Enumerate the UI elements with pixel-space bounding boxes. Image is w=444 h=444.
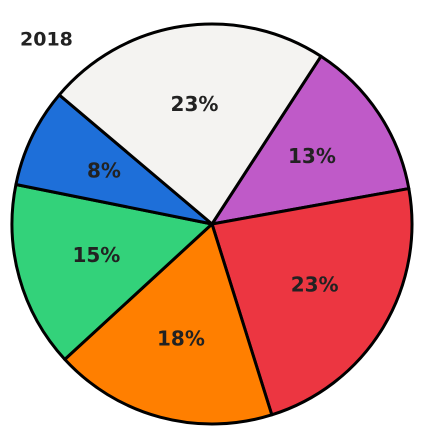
- pie-slice: [10, 182, 214, 361]
- slice-label: 18%: [157, 326, 205, 350]
- slice-label: 23%: [291, 273, 339, 297]
- chart-title: 2018: [20, 29, 73, 51]
- pie-slice: [210, 187, 414, 417]
- slice-label: 8%: [87, 158, 121, 182]
- pie-slice: [57, 22, 323, 226]
- pie-slice: [210, 54, 411, 226]
- slice-label: 13%: [288, 144, 336, 168]
- slice-label: 23%: [171, 92, 219, 116]
- pie-slice: [14, 93, 214, 226]
- slice-label: 15%: [72, 243, 120, 267]
- pie-slice: [63, 222, 274, 426]
